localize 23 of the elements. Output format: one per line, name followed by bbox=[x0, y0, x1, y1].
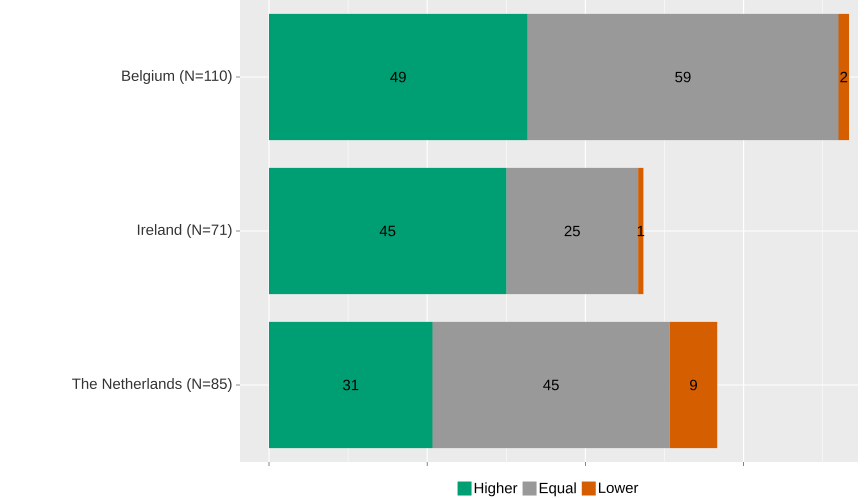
legend-label: Lower bbox=[598, 482, 638, 494]
legend-label: Higher bbox=[474, 482, 518, 496]
bar bbox=[269, 168, 506, 294]
y-tick-label: Belgium (N=110) bbox=[122, 70, 232, 84]
data-label: 45 bbox=[380, 226, 396, 236]
y-tick-label: Ireland (N=71) bbox=[138, 224, 232, 238]
data-label: 9 bbox=[690, 380, 697, 390]
bar bbox=[638, 168, 644, 294]
bar bbox=[506, 168, 638, 294]
bar bbox=[269, 322, 432, 448]
data-label: 59 bbox=[675, 72, 691, 82]
bar bbox=[670, 322, 718, 448]
bar bbox=[838, 14, 850, 140]
data-label: 49 bbox=[390, 72, 406, 82]
data-label: 31 bbox=[342, 380, 358, 390]
data-label: 2 bbox=[840, 72, 848, 82]
y-tick-label: The Netherlands (N=85) bbox=[72, 378, 232, 392]
bar bbox=[432, 322, 670, 448]
legend-label: Equal bbox=[540, 482, 576, 496]
bar bbox=[269, 14, 528, 140]
data-label: 25 bbox=[564, 226, 580, 236]
bar bbox=[527, 14, 838, 140]
data-label: 45 bbox=[543, 380, 559, 390]
